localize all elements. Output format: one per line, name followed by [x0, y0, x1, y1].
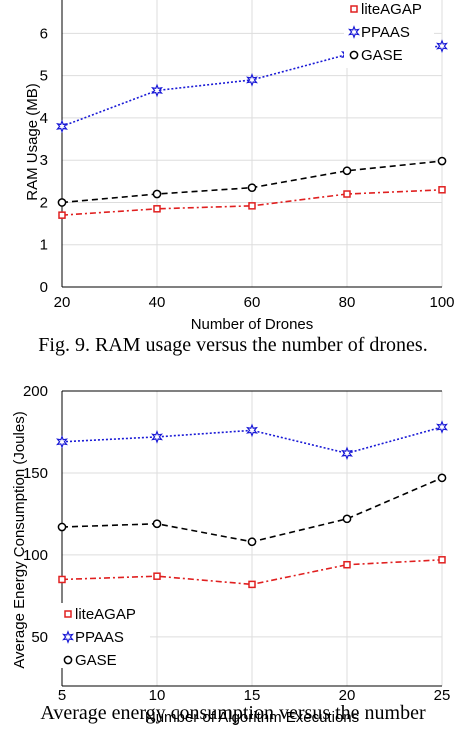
data-point: [342, 166, 352, 176]
chart-2: 5 10 15 20 25 50 100 150 200 Number of Algorithm …: [11, 383, 450, 726]
data-point: [56, 119, 68, 134]
y-tick-label: 1: [40, 237, 48, 254]
x-tick-label: 25: [434, 687, 451, 704]
series-GASE: [57, 156, 447, 207]
data-point: [248, 202, 256, 210]
legend-label: PPAAS: [75, 629, 124, 646]
legend-label: liteAGAP: [75, 606, 136, 623]
y-tick-label: 3: [40, 152, 48, 169]
data-point: [343, 560, 351, 569]
data-point: [152, 189, 162, 199]
y-tick-label: 50: [31, 629, 48, 646]
y-tick-label: 5: [40, 68, 48, 85]
legend-label: GASE: [361, 47, 403, 64]
data-point: [436, 39, 448, 53]
data-point: [56, 434, 68, 449]
legend-marker: [350, 5, 358, 13]
data-point: [343, 190, 351, 198]
legend-marker: [64, 610, 72, 618]
x-axis-label: Number of Algorithm Executions: [145, 709, 359, 726]
y-tick-label: 6: [40, 25, 48, 42]
legend-box: [58, 603, 150, 668]
y-tick-label: 2: [40, 194, 48, 211]
x-tick-label: 80: [339, 294, 356, 311]
series-PPAAS: [56, 420, 448, 461]
series-line: [61, 426, 443, 455]
data-point: [153, 205, 161, 213]
legend-label: liteAGAP: [361, 1, 422, 18]
legend-box: [344, 0, 434, 68]
data-point: [151, 83, 163, 98]
y-tick-label: 150: [23, 465, 48, 482]
series-line: [61, 188, 443, 216]
data-point: [58, 575, 66, 584]
data-point: [437, 473, 447, 483]
legend-marker: [63, 655, 73, 665]
data-point: [248, 580, 256, 589]
data-point: [247, 537, 257, 547]
data-point: [342, 514, 352, 524]
y-tick-label: 0: [40, 279, 48, 296]
series-GASE: [57, 473, 447, 547]
y-tick-label: 100: [23, 547, 48, 564]
x-tick-label: 15: [244, 687, 261, 704]
legend: liteAGAP PPAAS GASE: [58, 603, 150, 669]
data-point: [437, 156, 447, 166]
data-point: [152, 519, 162, 529]
y-tick-label: 4: [40, 110, 48, 127]
data-point: [151, 430, 163, 444]
x-tick-label: 20: [54, 294, 71, 311]
x-tick-label: 100: [429, 294, 454, 311]
series-liteAGAP: [58, 186, 446, 219]
x-tick-label: 60: [244, 294, 261, 311]
legend-marker: [62, 630, 74, 644]
data-point: [438, 186, 446, 194]
data-point: [247, 183, 257, 193]
legend-marker: [349, 50, 359, 60]
figure-10-caption-partial: Average energy consumption versus the nu…: [40, 702, 426, 724]
y-axis-label: Average Energy Consumption (Joules): [11, 411, 28, 668]
data-point: [246, 423, 258, 438]
x-tick-label: 5: [58, 687, 66, 704]
chart-1: 20 40 60 80 100 0 1 2 3 4 5 6 Number of Drones RAM Us…: [24, 0, 455, 333]
y-tick-label: 200: [23, 383, 48, 400]
figure-9-caption: Fig. 9. RAM usage versus the number of d…: [38, 334, 428, 356]
legend-label: GASE: [75, 652, 117, 669]
data-point: [58, 211, 66, 219]
data-point: [153, 572, 161, 580]
data-point: [436, 420, 448, 434]
data-point: [341, 446, 353, 461]
data-point: [438, 556, 446, 564]
legend-label: PPAAS: [361, 24, 410, 41]
x-tick-label: 40: [149, 294, 166, 311]
x-tick-label: 10: [149, 687, 166, 704]
x-tick-label: 20: [339, 687, 356, 704]
x-axis-label: Number of Drones: [191, 316, 314, 333]
series-liteAGAP: [58, 556, 446, 589]
data-point: [246, 73, 258, 87]
data-point: [57, 522, 67, 532]
legend-marker: [348, 25, 360, 39]
data-point: [57, 198, 67, 207]
legend: liteAGAP PPAAS GASE: [344, 0, 434, 68]
y-axis-label: RAM Usage (MB): [24, 83, 41, 201]
